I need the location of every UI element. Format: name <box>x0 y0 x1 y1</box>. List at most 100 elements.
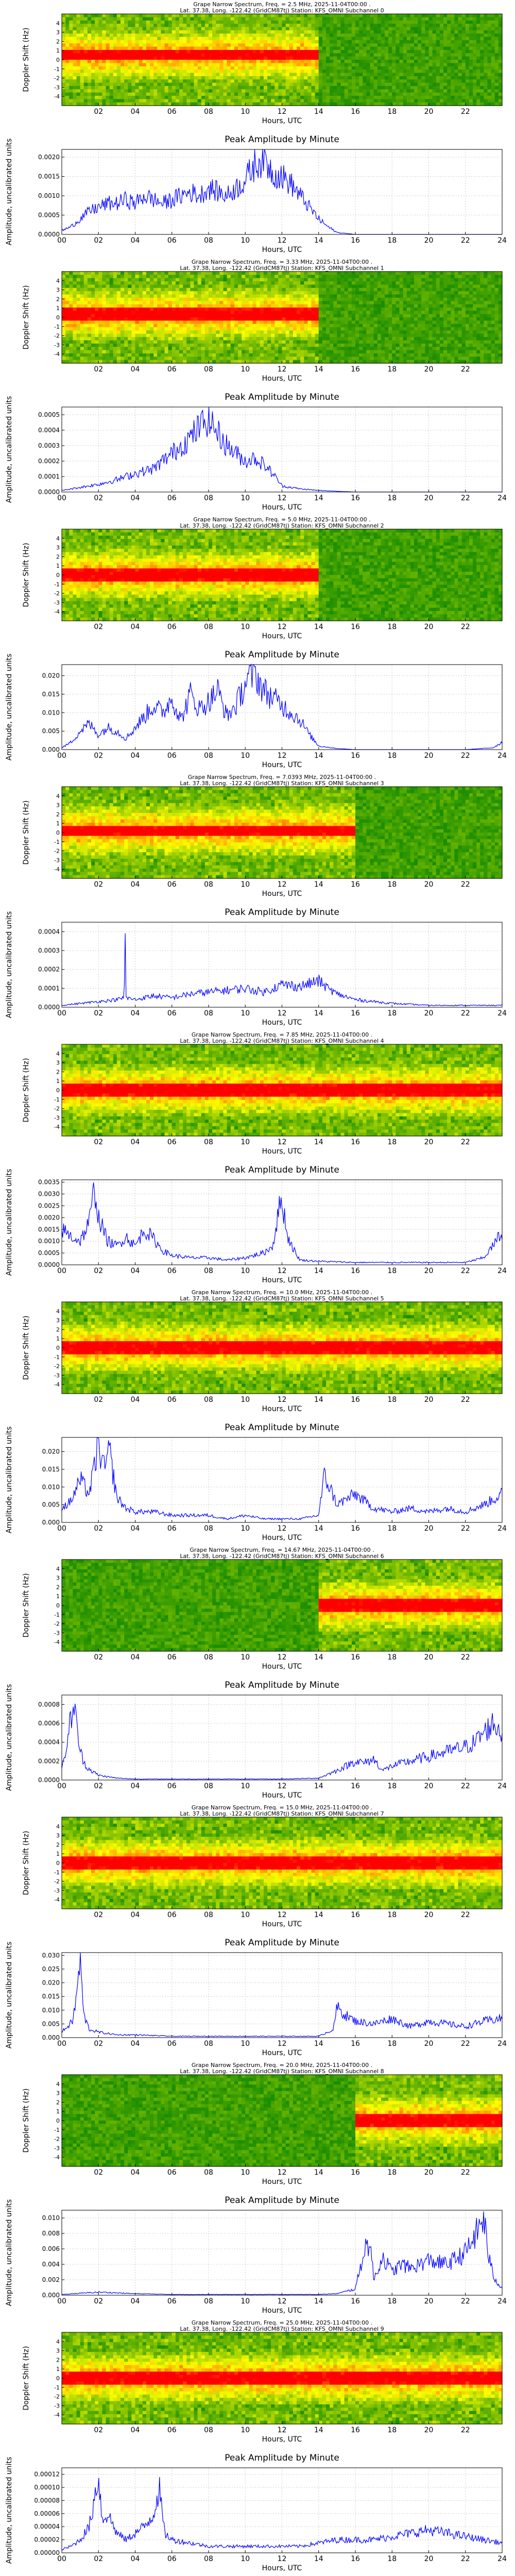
spectrogram-cell <box>374 47 378 50</box>
spectrogram-cell <box>106 14 110 18</box>
spectrogram-cell <box>106 40 110 44</box>
spectrogram-cell <box>341 24 345 27</box>
spectrogram-cell <box>139 27 143 30</box>
spectrogram-cell <box>374 57 378 60</box>
spectrogram-cell <box>106 50 110 54</box>
spectrogram-cell <box>491 79 495 83</box>
spectrogram-cell <box>451 63 455 66</box>
spectrogram-cell <box>274 63 279 66</box>
spectrogram-cell <box>400 83 404 87</box>
spectrogram-cell <box>139 99 143 103</box>
spectrogram-cell <box>355 17 359 21</box>
spectrogram-cell <box>458 76 462 80</box>
spectrogram-cell <box>143 47 147 50</box>
spectrogram-cell <box>165 37 169 41</box>
spectrogram-cell <box>227 93 231 96</box>
spectrogram-cell <box>484 30 488 34</box>
spectrogram-cell <box>421 57 425 60</box>
spectrogram-cell <box>363 76 367 80</box>
spectrogram-cell <box>212 70 216 73</box>
spectrogram-cell <box>201 14 205 18</box>
spectrogram-cell <box>172 30 176 34</box>
spectrogram-cell <box>377 37 382 41</box>
spectrogram-cell <box>168 17 173 21</box>
spectrogram-cell <box>95 63 99 66</box>
spectrogram-cell <box>348 21 352 24</box>
spectrogram-cell <box>84 57 88 60</box>
spectrogram-cell <box>286 47 290 50</box>
spectrogram-cell <box>370 79 374 83</box>
spectrogram-cell <box>297 76 301 80</box>
spectrogram-cell <box>421 99 425 103</box>
spectrogram-cell <box>297 89 301 93</box>
spectrogram-cell <box>374 50 378 54</box>
spectrogram-cell <box>198 86 202 90</box>
spectrogram-cell <box>495 24 499 27</box>
y-tick-label: -3 <box>54 84 60 91</box>
spectrogram-cell <box>267 24 271 27</box>
spectrogram-cell <box>249 40 253 44</box>
spectrogram-cell <box>274 66 279 70</box>
spectrogram-cell <box>88 30 92 34</box>
spectrogram-cell <box>264 70 268 73</box>
spectrogram-cell <box>454 66 458 70</box>
spectrogram-cell <box>418 50 422 54</box>
spectrogram-cell <box>495 14 499 18</box>
spectrogram-cell <box>312 30 316 34</box>
spectrogram-cell <box>161 57 165 60</box>
spectrogram-cell <box>443 93 448 96</box>
spectrogram-cell <box>139 14 143 18</box>
spectrogram-cell <box>381 66 385 70</box>
spectrogram-cell <box>224 89 228 93</box>
spectrogram-cell <box>110 99 114 103</box>
spectrogram-cell <box>183 63 187 66</box>
spectrogram-cell <box>388 83 392 87</box>
spectrogram-cell <box>205 43 209 47</box>
spectrogram-cell <box>227 83 231 87</box>
spectrogram-cell <box>392 27 396 30</box>
spectrogram-cell <box>443 47 448 50</box>
spectrogram-cell <box>224 83 228 87</box>
spectrogram-cell <box>400 89 404 93</box>
spectrogram-cell <box>271 86 275 90</box>
spectrogram-cell <box>205 24 209 27</box>
spectrogram-cell <box>253 37 257 41</box>
spectrogram-cell <box>447 47 451 50</box>
spectrogram-cell <box>249 17 253 21</box>
spectrogram-cell <box>345 30 349 34</box>
spectrogram-cell <box>337 37 341 41</box>
spectrogram-cell <box>172 73 176 76</box>
spectrogram-cell <box>153 96 158 99</box>
spectrogram-cell <box>256 99 261 103</box>
spectrogram-cell <box>300 83 304 87</box>
spectrogram-cell <box>150 50 154 54</box>
spectrogram-cell <box>194 43 198 47</box>
spectrogram-cell <box>131 21 135 24</box>
spectrogram-cell <box>260 93 264 96</box>
spectrogram-cell <box>469 66 473 70</box>
spectrogram-cell <box>238 60 242 63</box>
spectrogram-cell <box>400 27 404 30</box>
spectrogram-cell <box>168 21 173 24</box>
spectrogram-cell <box>480 73 484 76</box>
spectrogram-cell <box>312 21 316 24</box>
spectrogram-cell <box>201 37 205 41</box>
spectrogram-cell <box>73 53 77 57</box>
spectrogram-cell <box>443 33 448 37</box>
spectrogram-cell <box>414 57 418 60</box>
spectrogram-cell <box>205 27 209 30</box>
spectrogram-cell <box>410 83 415 87</box>
spectrogram-cell <box>117 47 121 50</box>
spectrogram-cell <box>153 83 158 87</box>
spectrogram-cell <box>157 24 161 27</box>
spectrogram-cell <box>198 53 202 57</box>
spectrogram-cell <box>337 60 341 63</box>
spectrogram-cell <box>462 43 466 47</box>
spectrogram-cell <box>326 27 330 30</box>
spectrogram-cell <box>289 21 294 24</box>
spectrogram-cell <box>469 70 473 73</box>
spectrogram-cell <box>153 40 158 44</box>
spectrogram-cell <box>469 86 473 90</box>
spectrogram-cell <box>264 24 268 27</box>
spectrogram-cell <box>370 30 374 34</box>
